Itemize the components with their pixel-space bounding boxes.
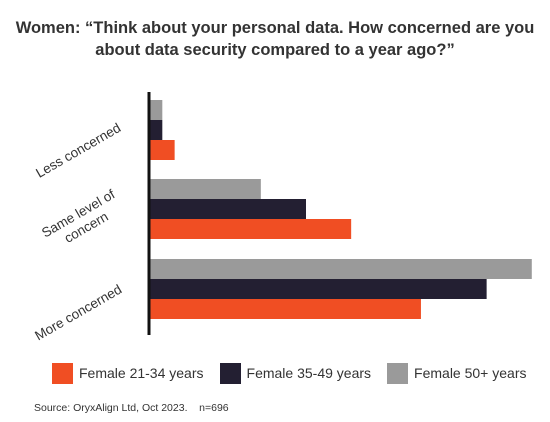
bar-3-series-3 xyxy=(150,259,532,279)
legend-item-1: Female 21-34 years xyxy=(52,362,204,384)
legend-label-2: Female 35-49 years xyxy=(246,365,372,381)
chart-title-line-2: about data security compared to a year a… xyxy=(95,41,455,59)
bar-2-series-3 xyxy=(150,179,261,199)
bar-2-series-1 xyxy=(150,219,352,239)
category-label-3: More concerned xyxy=(32,282,124,344)
legend-label-1: Female 21-34 years xyxy=(79,365,204,381)
chart-title: Women: “Think about your personal data. … xyxy=(0,17,550,61)
legend-swatch-2 xyxy=(219,362,241,384)
legend-swatch-3 xyxy=(387,362,409,384)
category-label-1-line-1: Less concerned xyxy=(33,120,123,181)
legend: Female 21-34 years Female 35-49 years Fema… xyxy=(52,362,542,384)
category-label-2: Same level ofconcern xyxy=(39,186,126,254)
legend-item-2: Female 35-49 years xyxy=(219,362,372,384)
category-label-3-line-1: More concerned xyxy=(32,282,124,344)
legend-swatch-1 xyxy=(52,362,73,384)
bar-3-series-2 xyxy=(150,279,487,299)
legend-label-3: Female 50+ years xyxy=(414,365,527,381)
bar-1-series-3 xyxy=(150,100,163,120)
bar-1-series-2 xyxy=(150,120,163,140)
chart-title-line-1: Women: “Think about your personal data. … xyxy=(15,19,535,37)
bar-3-series-1 xyxy=(150,299,421,319)
source-note: Source: OryxAlign Ltd, Oct 2023. n=696 xyxy=(34,402,229,414)
bar-1-series-1 xyxy=(150,140,175,160)
legend-item-3: Female 50+ years xyxy=(387,362,527,384)
bar-2-series-2 xyxy=(150,199,306,219)
category-label-1: Less concerned xyxy=(33,120,123,181)
